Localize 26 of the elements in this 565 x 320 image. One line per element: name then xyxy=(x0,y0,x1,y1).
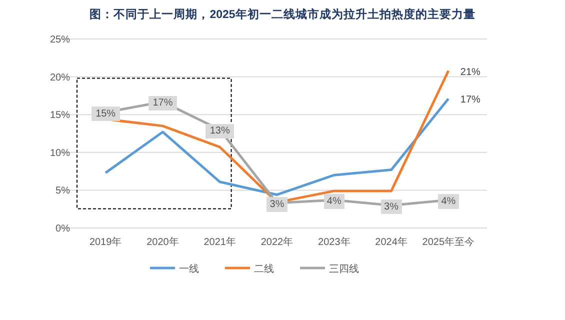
y-tick-label: 0% xyxy=(56,224,70,234)
x-tick-label: 2020年 xyxy=(146,236,179,248)
x-tick-label: 2024年 xyxy=(375,236,408,248)
y-tick-label: 25% xyxy=(50,34,70,46)
data-label: 3% xyxy=(384,201,399,212)
y-tick-label: 20% xyxy=(50,72,70,84)
data-label: 4% xyxy=(441,196,456,208)
data-label: 17% xyxy=(460,94,481,106)
legend-label: 一线 xyxy=(179,263,199,275)
y-tick-label: 10% xyxy=(50,148,70,159)
x-tick-label: 2023年 xyxy=(318,236,350,248)
legend-label: 二线 xyxy=(254,263,274,275)
y-tick-label: 5% xyxy=(56,186,70,197)
data-label: 17% xyxy=(152,98,173,109)
data-label: 21% xyxy=(460,66,481,78)
data-label: 4% xyxy=(326,196,342,208)
data-label: 3% xyxy=(270,199,284,210)
legend-label: 三四线 xyxy=(329,263,359,275)
chart-title: 图：不同于上一周期，2025年初一二线城市成为拉升土拍热度的主要力量 xyxy=(90,7,476,21)
x-tick-label: 2019年 xyxy=(89,236,122,248)
x-tick-label: 2021年 xyxy=(204,236,236,248)
x-tick-label: 2025年至今 xyxy=(422,236,475,248)
y-tick-label: 15% xyxy=(50,110,70,122)
x-tick-label: 2022年 xyxy=(260,236,294,248)
data-label: 15% xyxy=(96,108,116,120)
data-label: 13% xyxy=(210,126,230,137)
